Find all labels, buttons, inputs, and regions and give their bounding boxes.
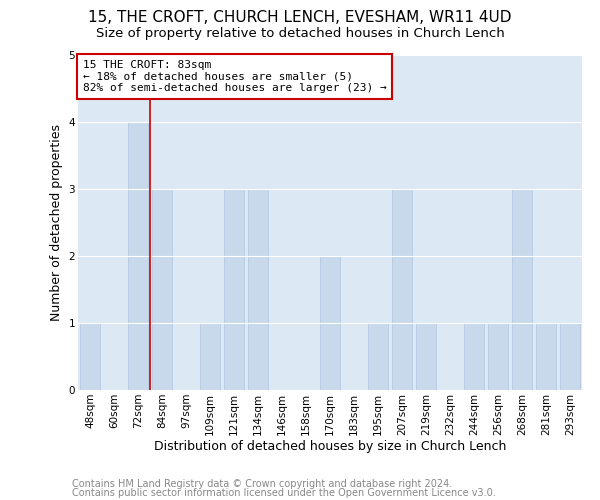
Text: Contains HM Land Registry data © Crown copyright and database right 2024.: Contains HM Land Registry data © Crown c… — [72, 479, 452, 489]
Bar — [536, 323, 556, 390]
Bar — [488, 323, 508, 390]
Bar — [224, 189, 244, 390]
Bar — [464, 323, 484, 390]
Bar — [512, 189, 532, 390]
Bar — [392, 189, 412, 390]
Bar — [320, 256, 340, 390]
Bar — [152, 189, 172, 390]
Bar — [248, 189, 268, 390]
Bar — [416, 323, 436, 390]
Bar — [200, 323, 220, 390]
Text: 15 THE CROFT: 83sqm
← 18% of detached houses are smaller (5)
82% of semi-detache: 15 THE CROFT: 83sqm ← 18% of detached ho… — [83, 60, 387, 93]
Text: Size of property relative to detached houses in Church Lench: Size of property relative to detached ho… — [95, 28, 505, 40]
Bar — [80, 323, 100, 390]
X-axis label: Distribution of detached houses by size in Church Lench: Distribution of detached houses by size … — [154, 440, 506, 454]
Bar — [560, 323, 580, 390]
Text: 15, THE CROFT, CHURCH LENCH, EVESHAM, WR11 4UD: 15, THE CROFT, CHURCH LENCH, EVESHAM, WR… — [88, 10, 512, 25]
Y-axis label: Number of detached properties: Number of detached properties — [50, 124, 63, 321]
Bar — [368, 323, 388, 390]
Text: Contains public sector information licensed under the Open Government Licence v3: Contains public sector information licen… — [72, 488, 496, 498]
Bar — [128, 122, 148, 390]
